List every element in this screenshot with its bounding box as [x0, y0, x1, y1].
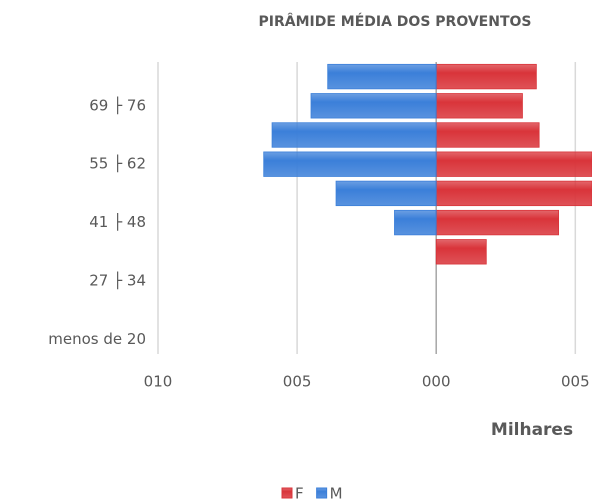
x-tick-label: 005 — [283, 373, 312, 391]
legend-swatch — [316, 487, 328, 499]
bar — [435, 93, 523, 119]
legend-label: M — [330, 485, 343, 503]
bar — [310, 93, 437, 119]
y-tick-label: 55 ├ 62 — [89, 154, 146, 173]
x-tick-label: 000 — [422, 373, 451, 391]
bar — [394, 209, 437, 236]
x-axis-label: Milhares — [491, 420, 573, 440]
bar — [271, 122, 437, 148]
bar — [435, 209, 560, 236]
legend-label: F — [295, 485, 304, 503]
bar — [327, 63, 437, 90]
bar — [263, 151, 437, 177]
chart-title: PIRÂMIDE MÉDIA DOS PROVENTOS — [258, 13, 531, 30]
bar — [435, 239, 487, 265]
bar — [435, 151, 592, 177]
legend-swatch — [281, 487, 293, 499]
y-tick-label: 27 ├ 34 — [89, 271, 146, 290]
bar — [435, 122, 540, 148]
x-tick-label: 010 — [144, 373, 173, 391]
bar — [435, 180, 592, 207]
y-tick-label: 41 ├ 48 — [89, 212, 146, 231]
bar — [335, 180, 437, 207]
bar — [435, 63, 537, 90]
x-tick-label: 005 — [561, 373, 590, 391]
y-tick-label: 69 ├ 76 — [89, 95, 146, 114]
y-tick-label: menos de 20 — [48, 330, 146, 348]
